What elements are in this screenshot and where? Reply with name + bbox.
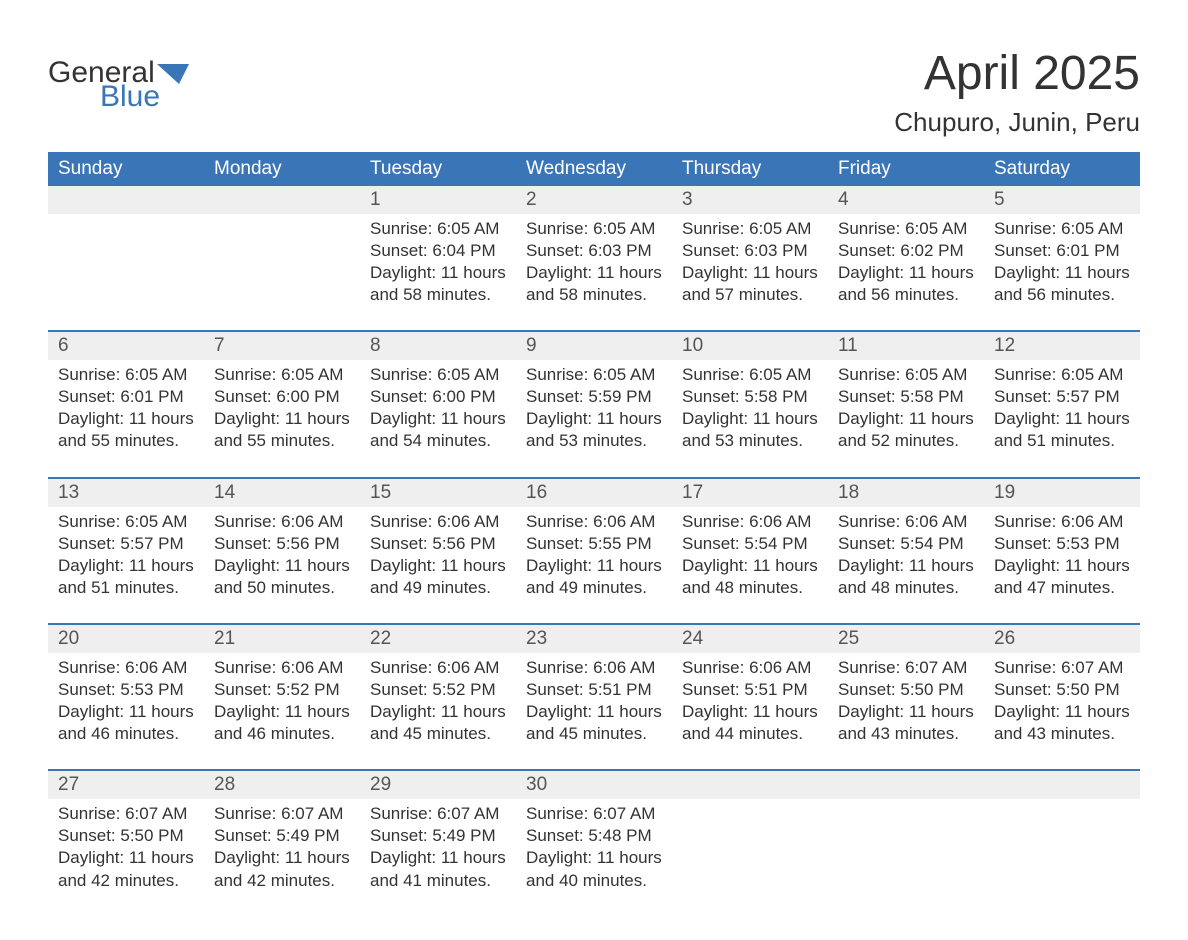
day-body-cell (828, 799, 984, 899)
day-body-cell: Sunrise: 6:07 AMSunset: 5:50 PMDaylight:… (828, 653, 984, 770)
calendar-table: SundayMondayTuesdayWednesdayThursdayFrid… (48, 152, 1140, 900)
day-body-cell: Sunrise: 6:05 AMSunset: 6:03 PMDaylight:… (672, 214, 828, 331)
day-body-cell: Sunrise: 6:07 AMSunset: 5:49 PMDaylight:… (360, 799, 516, 899)
day-number-cell (828, 771, 984, 799)
day-number-cell: 12 (984, 332, 1140, 360)
day-number-cell: 7 (204, 332, 360, 360)
day-body-row: Sunrise: 6:07 AMSunset: 5:50 PMDaylight:… (48, 799, 1140, 899)
day-body-cell: Sunrise: 6:06 AMSunset: 5:54 PMDaylight:… (672, 507, 828, 624)
day-body-cell: Sunrise: 6:05 AMSunset: 5:57 PMDaylight:… (984, 360, 1140, 477)
day-number-cell: 4 (828, 186, 984, 214)
brand-word-2: Blue (100, 82, 189, 112)
day-number-cell (48, 186, 204, 214)
day-body-cell: Sunrise: 6:05 AMSunset: 6:00 PMDaylight:… (360, 360, 516, 477)
day-number-cell: 18 (828, 479, 984, 507)
day-body-cell: Sunrise: 6:05 AMSunset: 6:03 PMDaylight:… (516, 214, 672, 331)
day-of-week-header: Sunday (48, 152, 204, 186)
day-of-week-header: Friday (828, 152, 984, 186)
day-body-cell (672, 799, 828, 899)
brand-logo: General Blue (48, 48, 189, 112)
day-number-row: 20212223242526 (48, 625, 1140, 653)
day-body-cell (204, 214, 360, 331)
day-number-cell: 30 (516, 771, 672, 799)
day-body-cell: Sunrise: 6:06 AMSunset: 5:53 PMDaylight:… (984, 507, 1140, 624)
day-body-cell: Sunrise: 6:05 AMSunset: 6:01 PMDaylight:… (984, 214, 1140, 331)
day-number-cell: 25 (828, 625, 984, 653)
day-number-row: 12345 (48, 186, 1140, 214)
day-body-cell: Sunrise: 6:06 AMSunset: 5:56 PMDaylight:… (360, 507, 516, 624)
day-body-cell (984, 799, 1140, 899)
day-body-row: Sunrise: 6:05 AMSunset: 6:04 PMDaylight:… (48, 214, 1140, 331)
day-body-cell: Sunrise: 6:06 AMSunset: 5:53 PMDaylight:… (48, 653, 204, 770)
day-body-cell: Sunrise: 6:06 AMSunset: 5:55 PMDaylight:… (516, 507, 672, 624)
day-body-cell: Sunrise: 6:06 AMSunset: 5:51 PMDaylight:… (672, 653, 828, 770)
day-body-cell (48, 214, 204, 331)
day-body-cell: Sunrise: 6:06 AMSunset: 5:54 PMDaylight:… (828, 507, 984, 624)
day-body-cell: Sunrise: 6:07 AMSunset: 5:50 PMDaylight:… (48, 799, 204, 899)
day-body-cell: Sunrise: 6:05 AMSunset: 6:02 PMDaylight:… (828, 214, 984, 331)
day-number-cell: 29 (360, 771, 516, 799)
day-number-cell: 10 (672, 332, 828, 360)
day-number-cell: 14 (204, 479, 360, 507)
day-number-cell (672, 771, 828, 799)
day-number-cell: 13 (48, 479, 204, 507)
day-body-cell: Sunrise: 6:07 AMSunset: 5:50 PMDaylight:… (984, 653, 1140, 770)
day-number-row: 13141516171819 (48, 479, 1140, 507)
day-number-cell (204, 186, 360, 214)
day-number-cell: 11 (828, 332, 984, 360)
day-number-cell: 6 (48, 332, 204, 360)
day-number-cell: 8 (360, 332, 516, 360)
day-body-cell: Sunrise: 6:05 AMSunset: 6:04 PMDaylight:… (360, 214, 516, 331)
day-body-cell: Sunrise: 6:06 AMSunset: 5:52 PMDaylight:… (360, 653, 516, 770)
day-body-row: Sunrise: 6:05 AMSunset: 6:01 PMDaylight:… (48, 360, 1140, 477)
day-number-cell: 5 (984, 186, 1140, 214)
day-number-cell: 15 (360, 479, 516, 507)
day-number-cell (984, 771, 1140, 799)
day-body-cell: Sunrise: 6:06 AMSunset: 5:51 PMDaylight:… (516, 653, 672, 770)
day-number-cell: 20 (48, 625, 204, 653)
day-number-cell: 17 (672, 479, 828, 507)
page-title: April 2025 (894, 48, 1140, 101)
day-of-week-header: Monday (204, 152, 360, 186)
day-of-week-header: Thursday (672, 152, 828, 186)
day-body-cell: Sunrise: 6:07 AMSunset: 5:48 PMDaylight:… (516, 799, 672, 899)
day-body-row: Sunrise: 6:05 AMSunset: 5:57 PMDaylight:… (48, 507, 1140, 624)
day-of-week-header: Wednesday (516, 152, 672, 186)
location-subtitle: Chupuro, Junin, Peru (894, 107, 1140, 138)
day-body-row: Sunrise: 6:06 AMSunset: 5:53 PMDaylight:… (48, 653, 1140, 770)
title-block: April 2025 Chupuro, Junin, Peru (894, 48, 1140, 138)
day-of-week-row: SundayMondayTuesdayWednesdayThursdayFrid… (48, 152, 1140, 186)
day-body-cell: Sunrise: 6:07 AMSunset: 5:49 PMDaylight:… (204, 799, 360, 899)
day-number-cell: 27 (48, 771, 204, 799)
day-body-cell: Sunrise: 6:06 AMSunset: 5:56 PMDaylight:… (204, 507, 360, 624)
page-header: General Blue April 2025 Chupuro, Junin, … (48, 48, 1140, 138)
day-body-cell: Sunrise: 6:06 AMSunset: 5:52 PMDaylight:… (204, 653, 360, 770)
day-body-cell: Sunrise: 6:05 AMSunset: 5:58 PMDaylight:… (828, 360, 984, 477)
day-number-cell: 16 (516, 479, 672, 507)
flag-icon (157, 64, 189, 84)
day-number-cell: 26 (984, 625, 1140, 653)
day-number-cell: 2 (516, 186, 672, 214)
day-body-cell: Sunrise: 6:05 AMSunset: 5:58 PMDaylight:… (672, 360, 828, 477)
day-of-week-header: Tuesday (360, 152, 516, 186)
day-number-cell: 1 (360, 186, 516, 214)
day-number-cell: 21 (204, 625, 360, 653)
day-number-cell: 24 (672, 625, 828, 653)
calendar-body: 12345 Sunrise: 6:05 AMSunset: 6:04 PMDay… (48, 186, 1140, 900)
day-number-cell: 3 (672, 186, 828, 214)
day-of-week-header: Saturday (984, 152, 1140, 186)
day-number-row: 6789101112 (48, 332, 1140, 360)
day-body-cell: Sunrise: 6:05 AMSunset: 6:01 PMDaylight:… (48, 360, 204, 477)
day-number-cell: 23 (516, 625, 672, 653)
day-number-cell: 28 (204, 771, 360, 799)
day-body-cell: Sunrise: 6:05 AMSunset: 6:00 PMDaylight:… (204, 360, 360, 477)
day-number-row: 27282930 (48, 771, 1140, 799)
day-number-cell: 22 (360, 625, 516, 653)
day-number-cell: 9 (516, 332, 672, 360)
day-number-cell: 19 (984, 479, 1140, 507)
day-body-cell: Sunrise: 6:05 AMSunset: 5:59 PMDaylight:… (516, 360, 672, 477)
day-body-cell: Sunrise: 6:05 AMSunset: 5:57 PMDaylight:… (48, 507, 204, 624)
